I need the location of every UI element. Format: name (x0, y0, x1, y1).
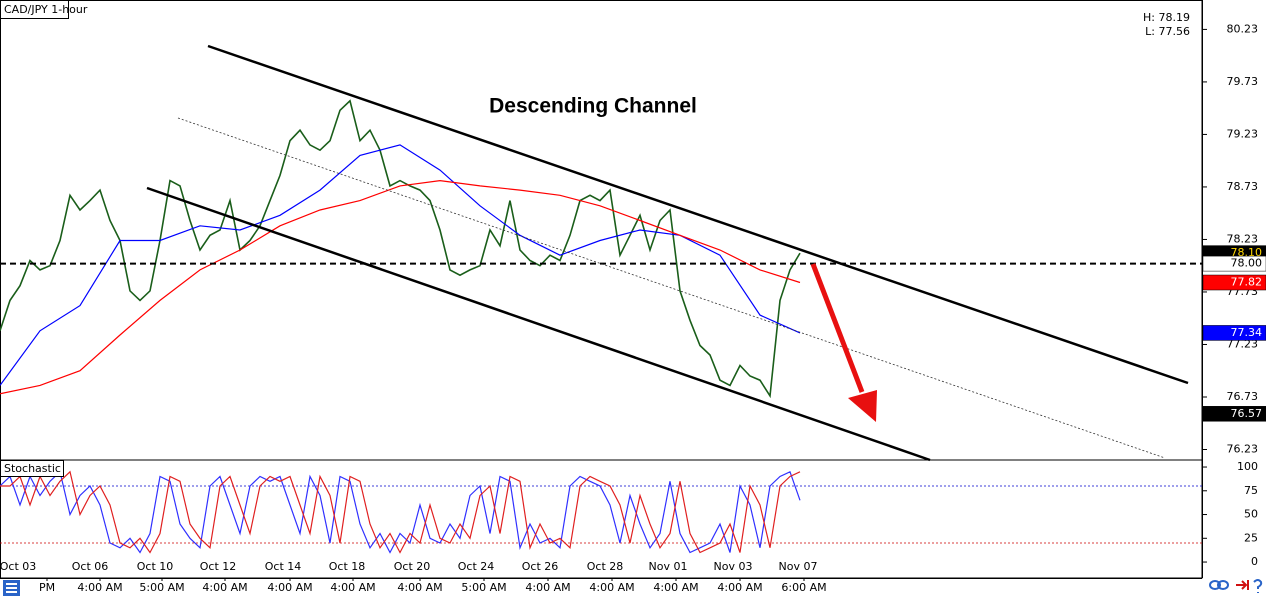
x-tick-label: Oct 24 (458, 560, 495, 573)
x-tick-label: Oct 10 (137, 560, 174, 573)
time-tick-label: 4:00 AM (202, 581, 247, 594)
menu-icon-bar (6, 591, 17, 593)
y-tick-label: 80.23 (1227, 22, 1259, 35)
price-label: 77.34 (1231, 326, 1263, 339)
y-tick-label: 78.73 (1227, 180, 1259, 193)
time-tick-label: 4:00 AM (589, 581, 634, 594)
chart-title: CAD/JPY 1-hour (4, 3, 88, 16)
link-icon[interactable] (1209, 580, 1221, 590)
channel-lower (146, 186, 931, 462)
x-tick-label: Oct 06 (72, 560, 109, 573)
price-box (1202, 274, 1266, 291)
arrow-shaft (810, 263, 865, 393)
y-tick-label: 77.23 (1227, 337, 1259, 350)
x-tick-label: Oct 28 (587, 560, 624, 573)
price-label: 77.82 (1231, 276, 1263, 289)
series-line (0, 99, 801, 399)
y-tick-label: 0 (1251, 555, 1258, 568)
y-tick-label: 75 (1244, 484, 1258, 497)
arrow-head (848, 390, 877, 422)
x-tick-label: Oct 14 (265, 560, 302, 573)
series-line (0, 470, 801, 554)
x-tick-label: Oct 26 (522, 560, 559, 573)
channel-upper (207, 44, 1189, 385)
y-tick-label: 76.73 (1227, 390, 1259, 403)
x-tick-label: Nov 01 (649, 560, 688, 573)
time-tick-label: 4:00 AM (525, 581, 570, 594)
price-box (1202, 406, 1266, 422)
x-tick-label: Nov 03 (714, 560, 753, 573)
y-tick-label: 76.23 (1227, 442, 1259, 455)
x-tick-label: Oct 03 (0, 560, 36, 573)
time-tick-label: 5:00 AM (461, 581, 506, 594)
indicator-box (0, 460, 64, 477)
low-label: L: 77.56 (1145, 25, 1190, 38)
time-tick-label: PM (39, 581, 55, 594)
menu-icon-bar (6, 587, 17, 589)
time-tick-label: 4:00 AM (267, 581, 312, 594)
exit-icon[interactable] (1236, 580, 1249, 590)
x-tick-label: Nov 07 (779, 560, 818, 573)
time-tick-label: 4:00 AM (77, 581, 122, 594)
price-label: 76.57 (1231, 407, 1263, 420)
price-box (1202, 255, 1266, 272)
time-tick-label: 4:00 AM (397, 581, 442, 594)
price-label: 78.00 (1231, 257, 1263, 270)
link-icon[interactable] (1217, 580, 1229, 590)
x-tick-label: Oct 20 (394, 560, 431, 573)
y-tick-label: 50 (1244, 508, 1258, 521)
y-tick-label: 78.23 (1227, 232, 1259, 245)
time-tick-label: 4:00 AM (717, 581, 762, 594)
price-label: 78.10 (1231, 246, 1263, 259)
help-icon[interactable] (1253, 579, 1263, 593)
channel-middle (177, 117, 1166, 459)
y-tick-label: 79.23 (1227, 127, 1259, 140)
annotation: Descending Channel (489, 95, 697, 118)
menu-icon[interactable] (3, 580, 20, 596)
title-box (0, 0, 69, 19)
menu-icon-bar (6, 583, 17, 585)
x-tick-label: Oct 18 (329, 560, 366, 573)
indicator-title: Stochastic (4, 462, 61, 475)
y-tick-label: 79.73 (1227, 75, 1259, 88)
price-box (1202, 325, 1266, 341)
y-tick-label: 25 (1244, 531, 1258, 544)
series-line (0, 179, 801, 395)
high-label: H: 78.19 (1143, 11, 1190, 24)
time-tick-label: 4:00 AM (653, 581, 698, 594)
x-tick-label: Oct 12 (200, 560, 237, 573)
series-line (0, 144, 801, 386)
y-tick-label: 100 (1237, 460, 1258, 473)
plot-layer: 80.2379.7379.2378.7378.2377.7377.2376.73… (0, 22, 1266, 594)
time-tick-label: 4:00 AM (330, 581, 375, 594)
time-tick-label: 5:00 AM (139, 581, 184, 594)
series-line (0, 470, 801, 554)
toolbar-icons (1209, 579, 1263, 593)
time-tick-label: 6:00 AM (781, 581, 826, 594)
